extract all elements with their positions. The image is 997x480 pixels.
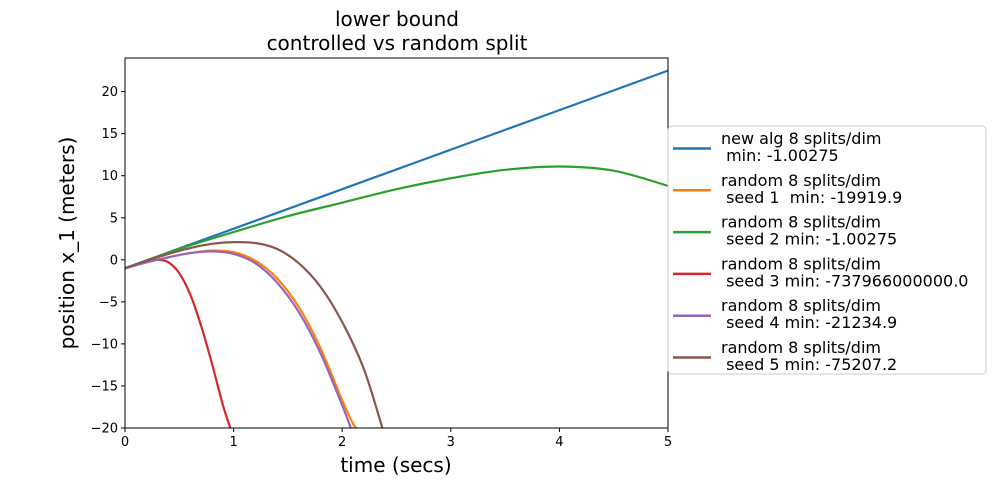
x-tick-label: 4: [555, 435, 563, 450]
x-tick-label: 5: [664, 435, 672, 450]
y-tick-label: 10: [101, 169, 118, 184]
legend-label: seed 1 min: -19919.9: [721, 188, 902, 207]
chart-title: lower bound: [335, 7, 459, 31]
series-line-1: [125, 69, 668, 270]
series-line-6: [125, 240, 384, 428]
legend-item: random 8 splits/dim seed 2 min: -1.00275: [673, 213, 897, 249]
y-tick-label: 0: [110, 253, 118, 268]
plot-frame: [124, 57, 669, 429]
x-axis: 0 1 2 3 4 5: [121, 428, 672, 450]
legend-label: random 8 splits/dim: [721, 338, 881, 357]
series-line-5: [125, 250, 352, 428]
legend-label: seed 4 min: -21234.9: [721, 313, 897, 332]
legend: new alg 8 splits/dim min: -1.00275 random…: [667, 125, 987, 375]
y-tick-label: −15: [91, 379, 118, 394]
y-tick-label: −5: [99, 295, 118, 310]
legend-label: random 8 splits/dim: [721, 213, 881, 232]
series-line-2: [125, 249, 358, 428]
y-tick-label: −20: [91, 422, 118, 437]
x-tick-label: 0: [121, 435, 129, 450]
series-line-3: [125, 165, 668, 270]
y-tick-label: 5: [110, 211, 118, 226]
y-axis: −20 −15 −10 −5 0 5 10 15 20: [91, 85, 125, 437]
legend-label: random 8 splits/dim: [721, 254, 881, 273]
legend-label: new alg 8 splits/dim: [721, 129, 881, 148]
legend-item: new alg 8 splits/dim min: -1.00275: [673, 129, 881, 165]
legend-item: random 8 splits/dim seed 3 min: -7379660…: [673, 254, 968, 290]
legend-item: random 8 splits/dim seed 4 min: -21234.9: [673, 296, 897, 332]
chart-subtitle: controlled vs random split: [267, 31, 528, 55]
legend-item: random 8 splits/dim seed 1 min: -19919.9: [673, 171, 902, 207]
legend-label: min: -1.00275: [721, 146, 839, 165]
legend-label: seed 3 min: -737966000000.0: [721, 271, 968, 290]
y-tick-label: 15: [101, 127, 118, 142]
x-axis-label: time (secs): [340, 453, 451, 477]
y-tick-label: −10: [91, 337, 118, 352]
legend-label: seed 2 min: -1.00275: [721, 230, 897, 249]
legend-label: random 8 splits/dim: [721, 171, 881, 190]
series-layer: [125, 69, 668, 428]
x-tick-label: 1: [229, 435, 237, 450]
legend-frame: [667, 125, 987, 375]
x-tick-label: 3: [447, 435, 455, 450]
legend-label: random 8 splits/dim: [721, 296, 881, 315]
y-tick-label: 20: [101, 85, 118, 100]
x-tick-label: 2: [338, 435, 346, 450]
y-axis-label: position x_1 (meters): [55, 137, 79, 350]
legend-item: random 8 splits/dim seed 5 min: -75207.2: [673, 338, 897, 374]
series-line-4: [125, 258, 232, 428]
legend-label: seed 5 min: -75207.2: [721, 355, 897, 374]
